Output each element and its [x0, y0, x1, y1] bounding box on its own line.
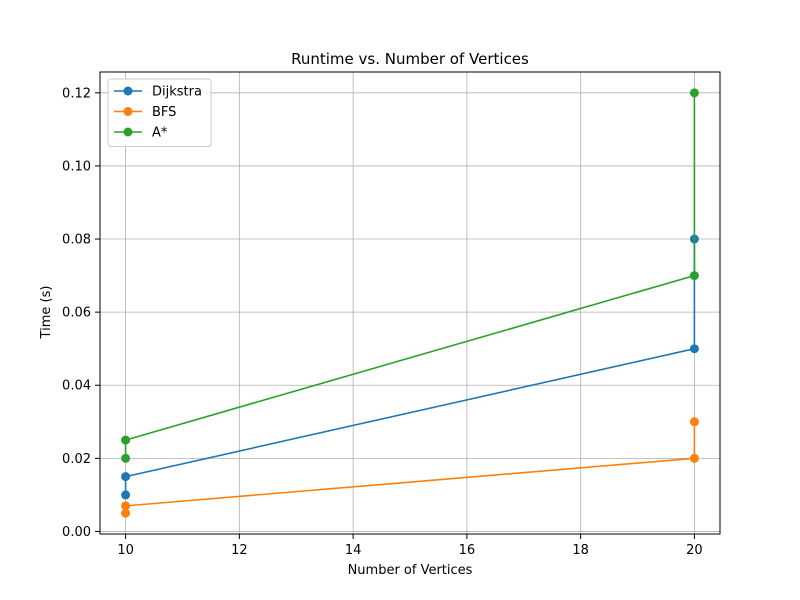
- legend-label-a: A*: [152, 126, 168, 141]
- y-tick-label: 0.00: [62, 525, 91, 540]
- data-point-bfs: [689, 417, 699, 427]
- series-layer: [121, 88, 699, 518]
- series-line-a: [124, 92, 696, 459]
- y-tick-label: 0.04: [62, 379, 91, 394]
- legend-marker-a: [123, 127, 133, 137]
- y-tick-label: 0.02: [62, 452, 91, 467]
- series-a: [121, 88, 699, 463]
- series-bfs: [121, 417, 699, 518]
- x-tick-label: 20: [686, 543, 703, 558]
- x-tick-label: 18: [572, 543, 589, 558]
- x-tick-label: 12: [231, 543, 248, 558]
- chart-title: Runtime vs. Number of Vertices: [291, 50, 529, 68]
- data-point-a: [689, 88, 699, 98]
- x-axis-label: Number of Vertices: [348, 563, 473, 578]
- legend-box: [107, 78, 212, 147]
- legend-label-bfs: BFS: [152, 105, 176, 120]
- legend: Dijkstra BFS A*: [107, 78, 212, 147]
- x-tick-label: 14: [345, 543, 362, 558]
- data-point-dijkstra: [121, 490, 131, 500]
- y-tick-label: 0.08: [62, 233, 91, 248]
- legend-label-dijkstra: Dijkstra: [152, 85, 202, 100]
- data-point-bfs: [689, 453, 699, 463]
- series-line-dijkstra: [124, 239, 696, 495]
- data-point-a: [689, 271, 699, 281]
- y-tick-label: 0.06: [62, 306, 91, 321]
- series-dijkstra: [121, 234, 699, 500]
- y-axis-label: Time (s): [39, 286, 54, 340]
- data-point-bfs: [121, 508, 131, 518]
- plot-frame: [99, 71, 721, 535]
- x-tick-label: 10: [117, 543, 134, 558]
- data-point-bfs: [121, 501, 131, 511]
- y-tick-label: 0.10: [62, 159, 91, 174]
- y-tick-label: 0.12: [62, 86, 91, 101]
- data-point-dijkstra: [689, 344, 699, 354]
- x-tick-label: 16: [459, 543, 476, 558]
- data-point-a: [121, 453, 131, 463]
- legend-marker-bfs: [123, 107, 133, 116]
- legend-marker-dijkstra: [123, 86, 133, 96]
- tick-layer: 10 12 14 16 18 20 0.00 0.02 0.04 0.06 0.08 0.10 0.12: [62, 86, 703, 558]
- data-point-a: [121, 435, 131, 445]
- data-point-dijkstra: [121, 472, 131, 482]
